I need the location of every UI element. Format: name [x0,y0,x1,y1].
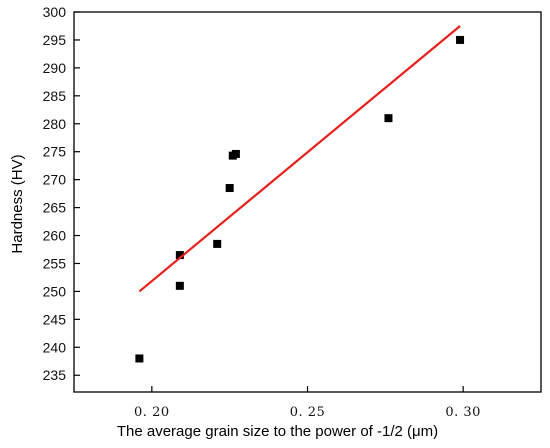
x-tick-label: 0. 30 [445,405,481,420]
data-point [456,35,465,44]
data-point [231,149,240,158]
data-points [135,35,465,363]
data-point [175,281,184,290]
data-point [384,114,393,123]
y-tick-label: 240 [43,339,67,355]
y-tick-label: 285 [43,88,67,104]
y-tick-label: 245 [43,311,67,327]
y-tick-label: 300 [43,4,67,20]
data-point [213,239,222,248]
y-tick-label: 265 [43,200,67,216]
x-axis-title: The average grain size to the power of -… [117,423,438,440]
y-tick-label: 290 [43,60,67,76]
y-tick-label: 295 [43,32,67,48]
x-tick-label: 0. 25 [290,405,326,420]
y-tick-label: 235 [43,367,67,383]
y-tick-label: 255 [43,255,67,271]
x-tick-label: 0. 20 [134,405,170,420]
fit-line [138,25,461,293]
y-tick-label: 270 [43,172,67,188]
data-point [175,251,184,260]
y-axis-title: Hardness (HV) [9,154,26,253]
y-tick-label: 250 [43,283,67,299]
y-tick-label: 280 [43,116,67,132]
y-tick-label: 260 [43,228,67,244]
x-axis-ticks: 0. 20 0. 25 0. 30 [134,386,481,420]
data-point [225,184,234,193]
data-point [135,354,144,363]
y-axis-ticks: 235 240 245 250 255 260 265 270 275 280 285 290 295 3… [43,4,80,383]
y-tick-label: 275 [43,144,67,160]
plot-frame [73,11,542,393]
